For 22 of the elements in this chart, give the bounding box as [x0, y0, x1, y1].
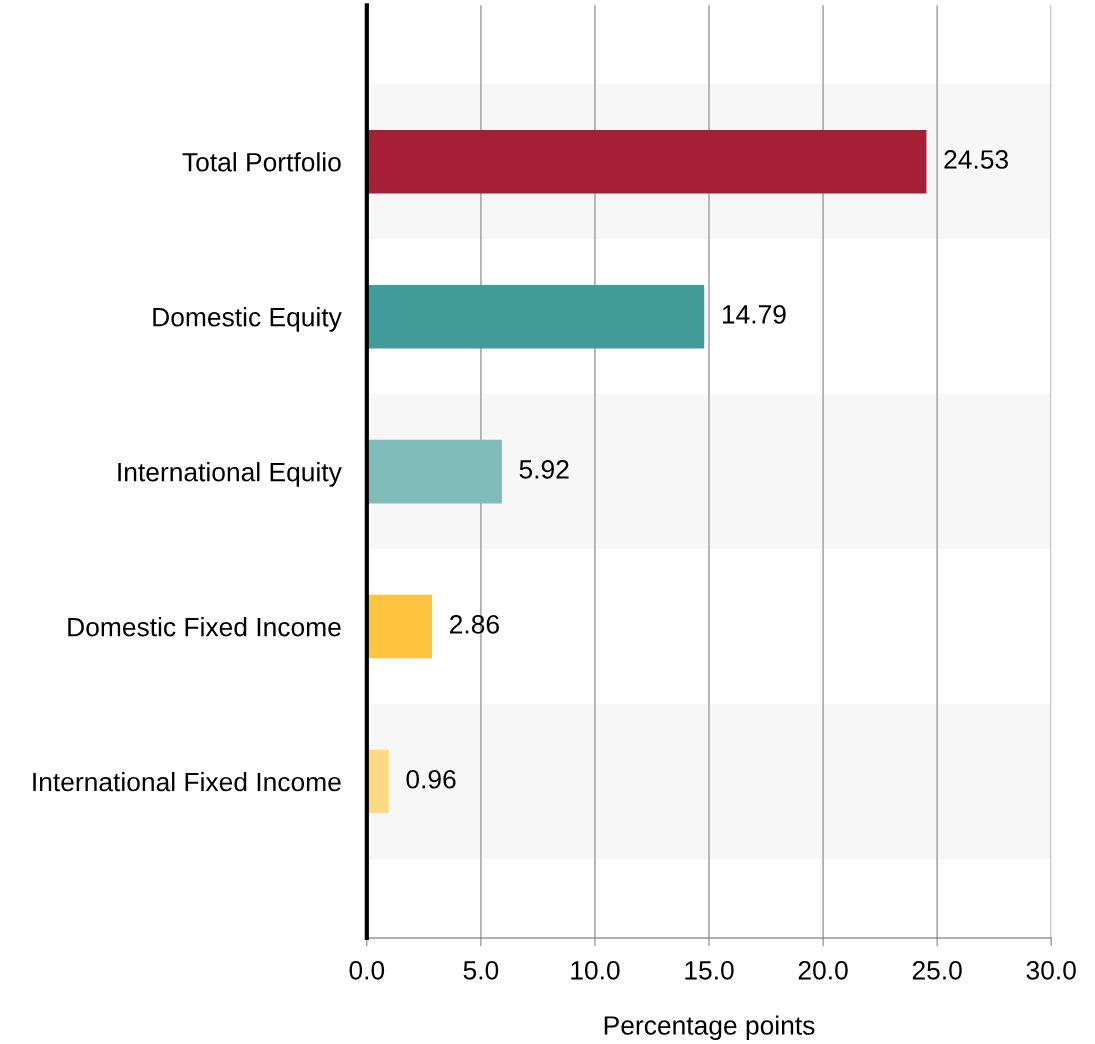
x-tick-label: 30.0 [1026, 960, 1076, 980]
x-tick-label: 10.0 [571, 960, 620, 980]
y-tick-label: International Fixed Income [33, 771, 341, 792]
bar [366, 284, 705, 349]
bar [366, 594, 433, 659]
y-tick-label: Domestic Fixed Income [68, 617, 341, 637]
y-tick-label: International Equity [118, 462, 342, 487]
data-label: 2.86 [450, 614, 499, 634]
data-label: 0.96 [406, 769, 456, 789]
x-tick-label: 25.0 [912, 960, 962, 980]
y-tick-label: Domestic Equity [153, 307, 342, 332]
data-label: 5.92 [519, 460, 569, 479]
bar [366, 439, 502, 504]
x-tick-label: 5.0 [463, 960, 499, 980]
x-tick-label: 0.0 [349, 960, 385, 980]
data-label: 14.79 [722, 305, 786, 324]
data-label: 24.53 [944, 150, 1008, 169]
x-axis-title: Percentage points [604, 1015, 815, 1041]
y-tick-label: Total Portfolio [182, 152, 341, 172]
bar [366, 749, 389, 814]
x-tick-label: 20.0 [798, 960, 848, 980]
x-tick-label: 15.0 [685, 960, 734, 980]
